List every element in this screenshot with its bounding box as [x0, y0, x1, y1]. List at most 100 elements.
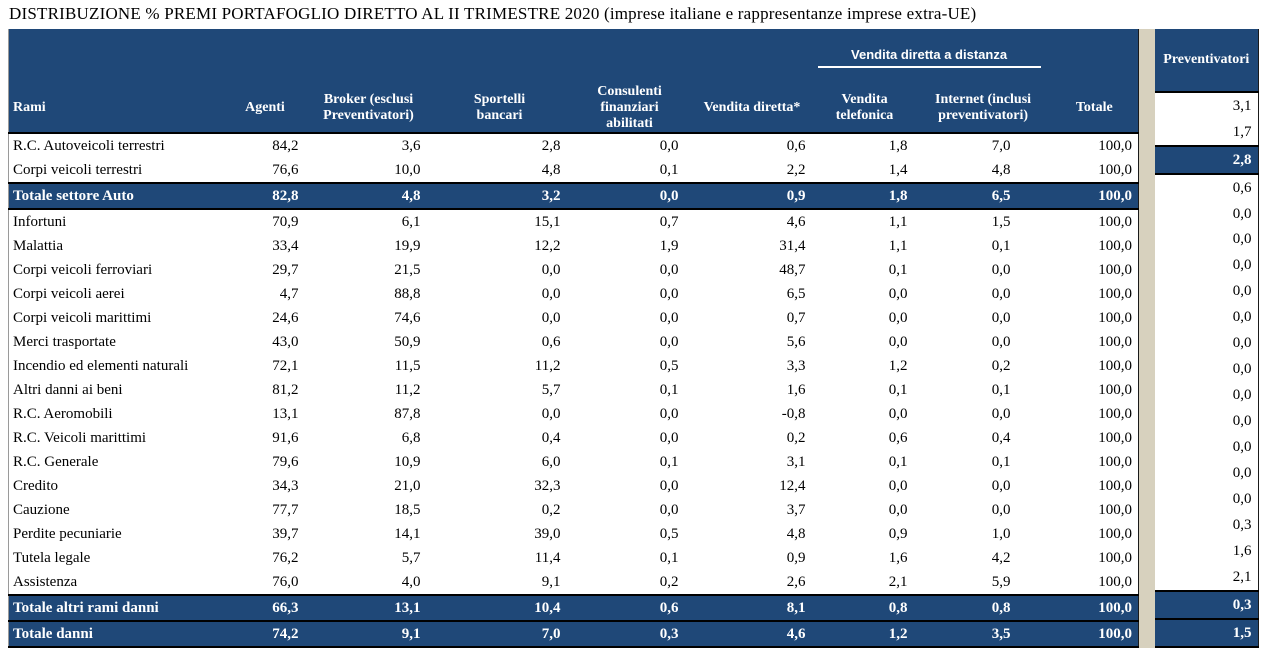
table-row: Infortuni 70,9 6,1 15,1 0,7 4,6 1,1 1,5 100,0 — [8, 209, 1139, 235]
cell-value: 0,0 — [568, 282, 691, 307]
row-label: Credito — [8, 474, 224, 499]
table-row: 0,0 — [1155, 304, 1259, 331]
cell-value: 5,9 — [915, 570, 1051, 596]
cell-value: 31,4 — [690, 234, 814, 259]
table-row: Assistenza 76,0 4,0 9,1 0,2 2,6 2,1 5,9 100,0 — [8, 570, 1139, 596]
row-label: Incendio ed elementi naturali — [8, 354, 224, 379]
cell-value: 0,0 — [1155, 382, 1259, 409]
cell-value: 0,0 — [1155, 486, 1259, 513]
cell-value: 39,7 — [223, 522, 307, 547]
total-row: 2,8 — [1155, 144, 1259, 176]
cell-value: 4,6 — [690, 620, 814, 648]
table-row: 0,0 — [1155, 382, 1259, 409]
cell-value: 11,2 — [306, 378, 431, 403]
cell-value: 0,6 — [690, 133, 814, 159]
cell-value: 1,8 — [813, 182, 916, 211]
table-row: Corpi veicoli aerei 4,7 88,8 0,0 0,0 6,5 0,0 0,… — [8, 282, 1139, 307]
cell-value: 9,1 — [306, 620, 431, 648]
total-row: Totale settore Auto 82,8 4,8 3,2 0,0 0,9 1,8 6,… — [8, 182, 1139, 211]
table-title: DISTRIBUZIONE % PREMI PORTAFOGLIO DIRETT… — [9, 4, 977, 23]
cell-value: 0,0 — [430, 282, 569, 307]
cell-value: 0,0 — [813, 474, 916, 499]
column-header-row: Rami Agenti Broker (esclusi Preventivato… — [8, 84, 1139, 135]
col-header-vendita-diretta: Vendita diretta* — [690, 84, 814, 135]
cell-value: 13,1 — [223, 402, 307, 427]
group-header-spacer — [8, 29, 814, 85]
col-header-preventivatori: Preventivatori — [1155, 29, 1259, 93]
cell-value: 100,0 — [1050, 158, 1139, 184]
cell-value: 1,2 — [813, 620, 916, 648]
cell-value: 34,3 — [223, 474, 307, 499]
table-row: R.C. Veicoli marittimi 91,6 6,8 0,4 0,0 0,2 0,… — [8, 426, 1139, 451]
cell-value: 2,1 — [813, 570, 916, 596]
cell-value: 6,0 — [430, 450, 569, 475]
cell-value: 0,0 — [568, 330, 691, 355]
cell-value: 4,8 — [690, 522, 814, 547]
cell-value: 11,4 — [430, 546, 569, 571]
total-row: Totale altri rami danni 66,3 13,1 10,4 0,6 8,… — [8, 594, 1139, 623]
cell-value: 1,5 — [1155, 618, 1259, 648]
cell-value: 0,1 — [568, 158, 691, 184]
column-header-row: Preventivatori — [1155, 29, 1259, 93]
row-label: Infortuni — [8, 209, 224, 235]
cell-value: 1,2 — [813, 354, 916, 379]
cell-value: 4,8 — [915, 158, 1051, 184]
total-row: 0,3 — [1155, 589, 1259, 621]
cell-value: 6,5 — [690, 282, 814, 307]
cell-value: 0,0 — [430, 258, 569, 283]
cell-value: 2,1 — [1155, 564, 1259, 591]
row-label: Totale danni — [8, 620, 224, 648]
cell-value: 76,0 — [223, 570, 307, 596]
cell-value: 0,0 — [1155, 252, 1259, 279]
cell-value: 0,0 — [568, 474, 691, 499]
cell-value: 15,1 — [430, 209, 569, 235]
table-row: Malattia 33,4 19,9 12,2 1,9 31,4 1,1 0,1 100,0 — [8, 234, 1139, 259]
cell-value: 0,9 — [813, 522, 916, 547]
table-header: Vendita diretta a distanza Rami Agenti B… — [8, 29, 1139, 135]
cell-value: 2,6 — [690, 570, 814, 596]
cell-value: 0,0 — [1155, 330, 1259, 357]
cell-value: 33,4 — [223, 234, 307, 259]
cell-value: 0,8 — [915, 594, 1051, 623]
cell-value: 0,0 — [568, 182, 691, 211]
table-row: 0,3 — [1155, 512, 1259, 539]
main-table-body: R.C. Autoveicoli terrestri 84,2 3,6 2,8 0,0 0… — [8, 133, 1139, 648]
cell-value: 0,2 — [915, 354, 1051, 379]
cell-value: 74,2 — [223, 620, 307, 648]
cell-value: 10,4 — [430, 594, 569, 623]
cell-value: 43,0 — [223, 330, 307, 355]
cell-value: 77,7 — [223, 498, 307, 523]
cell-value: 0,0 — [915, 474, 1051, 499]
cell-value: 0,0 — [430, 306, 569, 331]
cell-value: 100,0 — [1050, 546, 1139, 571]
cell-value: 1,9 — [568, 234, 691, 259]
cell-value: 100,0 — [1050, 133, 1139, 159]
cell-value: 0,8 — [813, 594, 916, 623]
row-label: R.C. Generale — [8, 450, 224, 475]
cell-value: 82,8 — [223, 182, 307, 211]
table-row: Corpi veicoli ferroviari 29,7 21,5 0,0 0,0 48… — [8, 258, 1139, 283]
col-header-internet: Internet (inclusi preventivatori) — [915, 84, 1051, 135]
cell-value: 5,7 — [430, 378, 569, 403]
row-label: Tutela legale — [8, 546, 224, 571]
cell-value: 0,0 — [430, 402, 569, 427]
cell-value: 0,0 — [568, 426, 691, 451]
row-label: Totale altri rami danni — [8, 594, 224, 623]
cell-value: 100,0 — [1050, 258, 1139, 283]
cell-value: 100,0 — [1050, 234, 1139, 259]
cell-value: 0,0 — [568, 498, 691, 523]
cell-value: 87,8 — [306, 402, 431, 427]
cell-value: 100,0 — [1050, 182, 1139, 211]
table-row: 0,6 — [1155, 174, 1259, 202]
cell-value: 0,9 — [690, 182, 814, 211]
cell-value: 76,2 — [223, 546, 307, 571]
cell-value: 0,3 — [1155, 512, 1259, 539]
cell-value: 0,0 — [1155, 278, 1259, 305]
cell-value: 100,0 — [1050, 306, 1139, 331]
cell-value: 4,6 — [690, 209, 814, 235]
cell-value: 100,0 — [1050, 282, 1139, 307]
cell-value: 1,6 — [813, 546, 916, 571]
cell-value: 0,2 — [690, 426, 814, 451]
table-row: Tutela legale 76,2 5,7 11,4 0,1 0,9 1,6 4,2 100,… — [8, 546, 1139, 571]
